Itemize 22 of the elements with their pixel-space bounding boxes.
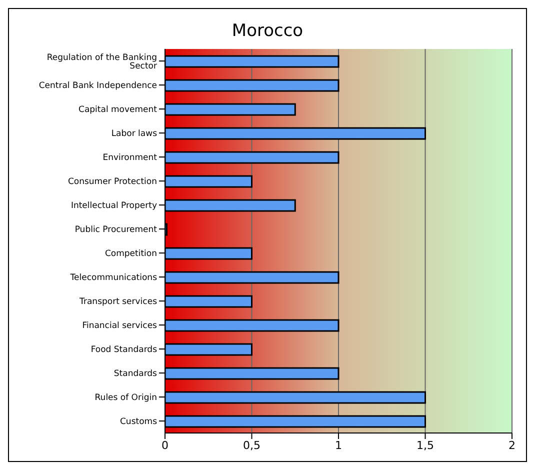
- y-tick-label: Public Procurement: [74, 225, 158, 236]
- y-tick-label: Central Bank Independence: [38, 81, 157, 92]
- y-tick-label: Telecommunications: [69, 273, 158, 284]
- y-tick-label: Transport services: [78, 297, 158, 308]
- x-tick-label: 0,5: [243, 438, 260, 452]
- y-tick-label: Customs: [120, 417, 158, 428]
- y-tick-label: Environment: [102, 153, 158, 164]
- x-tick-label: 2: [508, 438, 516, 452]
- chart-title: Morocco: [230, 20, 304, 43]
- x-tick-label: 1,5: [416, 438, 434, 452]
- y-tick-label: Financial services: [82, 321, 158, 332]
- y-tick-label: Intellectual Property: [70, 201, 157, 212]
- y-tick-label: Food Standards: [90, 345, 158, 356]
- y-tick-label: Capital movement: [78, 105, 158, 116]
- y-tick-label: Consumer Protection: [68, 177, 157, 188]
- y-tick-label: Regulation of the Banking Sector: [46, 52, 158, 72]
- y-tick-label: Standards: [114, 369, 158, 380]
- y-tick-label: Competition: [104, 249, 157, 260]
- y-tick-label: Rules of Origin: [94, 393, 157, 404]
- x-tick-label: 0: [162, 438, 168, 452]
- x-tick-label: 1: [335, 438, 342, 452]
- y-tick-label: Labor laws: [111, 129, 158, 140]
